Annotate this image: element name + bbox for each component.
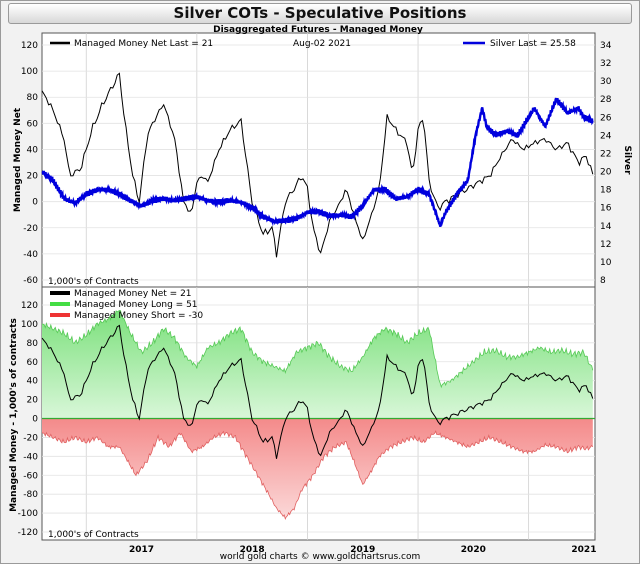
top-left-tick-label: 40	[27, 145, 39, 155]
bottom-x-tick-label: 2020	[461, 545, 486, 555]
bottom-tick-label: 20	[27, 396, 39, 406]
top-left-tick-label: 0	[32, 198, 38, 208]
bottom-x-tick-label: 2021	[571, 545, 596, 555]
bottom-tick-label: 100	[21, 320, 38, 330]
top-left-tick-label: 20	[27, 172, 39, 182]
bottom-net-line	[41, 324, 594, 459]
top-left-tick-label: 100	[21, 67, 38, 77]
top-date-label: Aug-02 2021	[293, 39, 351, 49]
top-left-axis-label: Managed Money Net	[13, 107, 23, 212]
top-right-tick-label: 8	[600, 276, 606, 286]
bottom-tick-label: 0	[32, 415, 38, 425]
bottom-legend-short: Managed Money Short = -30	[74, 311, 203, 321]
top-right-tick-label: 26	[600, 113, 612, 123]
bottom-tick-label: -120	[18, 528, 39, 538]
top-right-tick-label: 10	[600, 258, 612, 268]
bottom-short-area	[42, 418, 593, 519]
top-units-note: 1,000's of Contracts	[48, 277, 139, 287]
bottom-x-tick-label: 2019	[350, 545, 375, 555]
top-left-tick-label: -20	[23, 224, 38, 234]
footer-credit: world gold charts © www.goldchartsrus.co…	[220, 552, 421, 562]
bottom-tick-label: -100	[18, 509, 39, 519]
bottom-long-line	[41, 309, 594, 389]
top-right-tick-label: 30	[600, 77, 612, 87]
top-legend-net: Managed Money Net Last = 21	[74, 39, 213, 49]
top-left-tick-label: 120	[21, 41, 38, 51]
bottom-tick-label: -20	[23, 433, 38, 443]
top-subtitle: Disaggregated Futures - Managed Money	[213, 25, 423, 35]
bottom-y-axis-label: Managed Money - 1,000's of contracts	[9, 318, 19, 512]
top-legend-silver: Silver Last = 25.58	[490, 39, 576, 49]
top-silver-line	[41, 97, 594, 227]
chart-title: Silver COTs - Speculative Positions	[8, 3, 632, 24]
bottom-tick-label: -40	[23, 452, 38, 462]
top-left-tick-label: -40	[23, 250, 38, 260]
top-right-tick-label: 16	[600, 204, 612, 214]
bottom-tick-label: -60	[23, 471, 38, 481]
top-right-tick-label: 12	[600, 240, 611, 250]
bottom-x-tick-label: 2018	[240, 545, 265, 555]
bottom-legend-net: Managed Money Net = 21	[74, 289, 192, 299]
top-net-line	[41, 72, 594, 258]
top-right-tick-label: 18	[600, 186, 612, 196]
top-plot-area	[41, 32, 596, 288]
bottom-units-note: 1,000's of Contracts	[48, 530, 139, 540]
top-right-tick-label: 34	[600, 41, 612, 51]
top-right-tick-label: 28	[600, 95, 612, 105]
top-right-tick-label: 24	[600, 131, 612, 141]
bottom-tick-label: 40	[27, 377, 39, 387]
top-left-tick-label: 80	[27, 93, 39, 103]
bottom-x-tick-label: 2017	[129, 545, 154, 555]
top-right-tick-label: 20	[600, 168, 612, 178]
bottom-tick-label: 120	[21, 301, 38, 311]
top-right-tick-label: 32	[600, 59, 611, 69]
bottom-tick-label: 80	[27, 339, 39, 349]
top-right-tick-label: 22	[600, 149, 611, 159]
bottom-legend-long: Managed Money Long = 51	[74, 300, 198, 310]
top-left-tick-label: 60	[27, 119, 39, 129]
bottom-short-line	[41, 430, 594, 521]
bottom-long-area	[42, 310, 593, 419]
top-right-tick-label: 14	[600, 222, 612, 232]
bottom-tick-label: -80	[23, 490, 38, 500]
top-right-axis-label: Silver	[622, 145, 632, 175]
bottom-tick-label: 60	[27, 358, 39, 368]
top-left-tick-label: -60	[23, 276, 38, 286]
